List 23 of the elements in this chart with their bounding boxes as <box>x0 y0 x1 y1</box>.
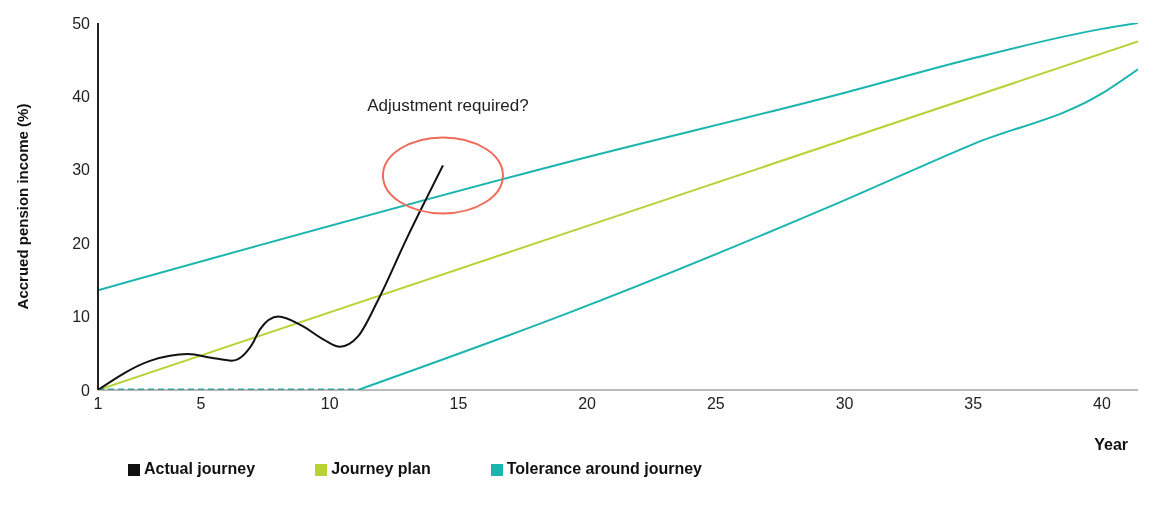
x-tick-label: 5 <box>196 395 206 413</box>
y-tick-label: 20 <box>72 234 91 252</box>
y-axis-title: Accrued pension income (%) <box>14 103 32 310</box>
legend-label: Tolerance around journey <box>506 460 703 477</box>
x-tick-label: 10 <box>320 395 339 413</box>
x-tick-label: 30 <box>835 395 854 413</box>
annotation: Adjustment required? <box>367 95 529 115</box>
x-tick-label: 40 <box>1093 395 1111 413</box>
line-series <box>98 164 444 390</box>
y-tick-label: 50 <box>72 14 91 32</box>
y-tick-label: 10 <box>72 308 91 326</box>
x-tick-label: 35 <box>964 395 983 413</box>
y-tick-label: 40 <box>72 88 91 106</box>
y-tick-label: 30 <box>72 161 91 179</box>
y-tick-label: 0 <box>81 381 91 399</box>
legend-label: Journey plan <box>331 460 431 477</box>
x-tick-label: 15 <box>449 395 468 413</box>
legend-label: Actual journey <box>144 460 256 477</box>
x-tick-label: 20 <box>578 395 597 413</box>
x-tick-label: 1 <box>93 395 103 413</box>
line-series <box>98 23 1138 292</box>
x-tick-label: 25 <box>706 395 725 413</box>
x-axis-title: Year <box>1094 436 1128 453</box>
